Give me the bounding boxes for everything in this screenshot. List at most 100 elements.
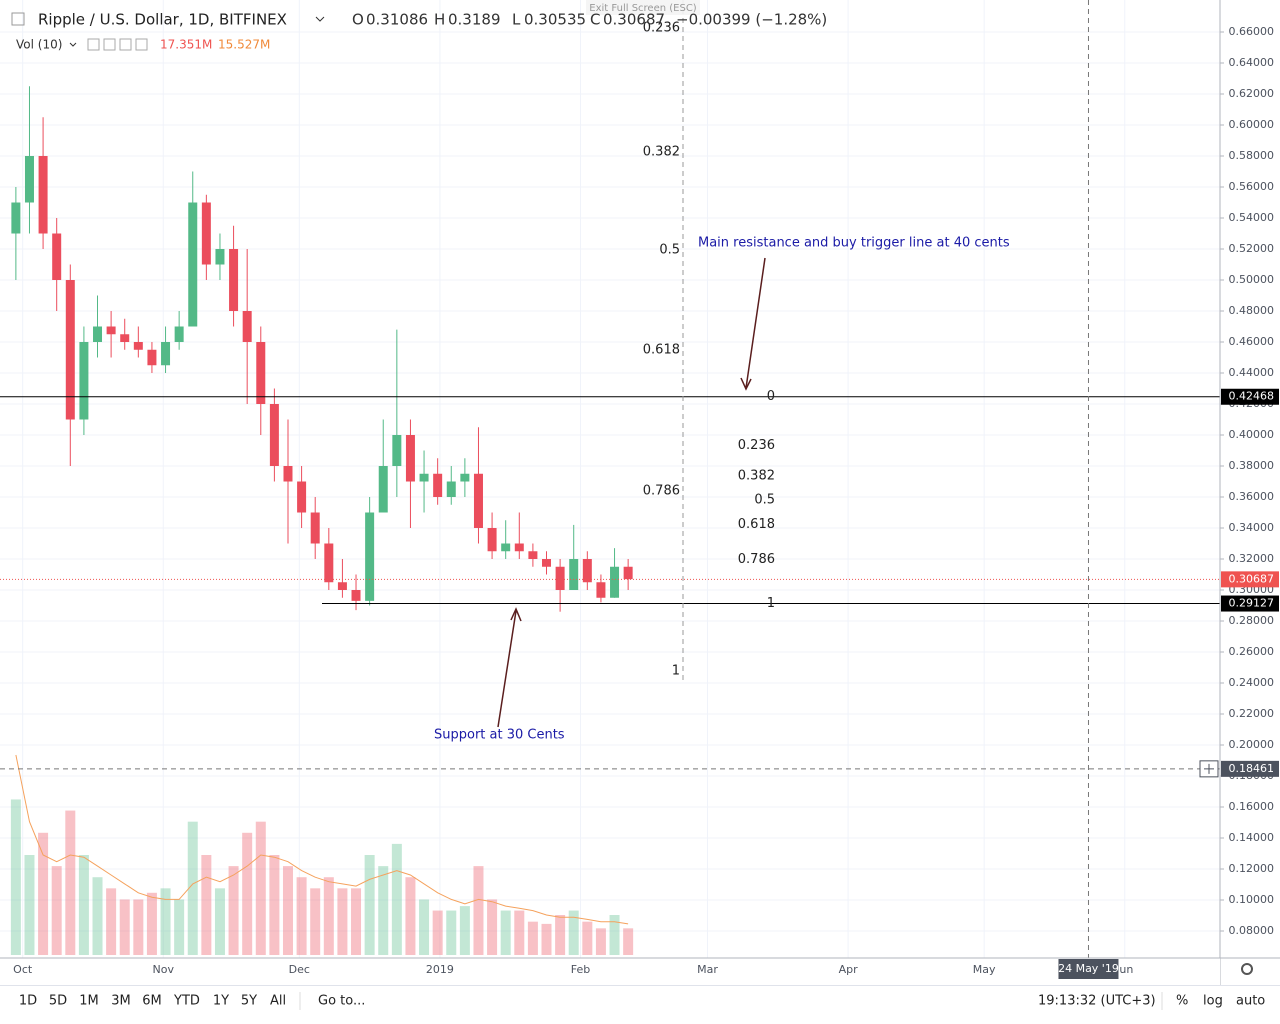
candle-body: [337, 582, 347, 591]
volume-bar: [473, 866, 484, 955]
volume-bar: [568, 910, 579, 955]
fib-label: 0.786: [643, 483, 680, 498]
price-tick-label: 0.50000: [1229, 273, 1275, 286]
time-tick-label: Mar: [697, 963, 718, 976]
candle-body: [487, 528, 497, 552]
price-tick-label: 0.38000: [1229, 459, 1275, 472]
candle-body: [392, 435, 402, 467]
time-tick-label: Oct: [13, 963, 33, 976]
change: −0.00399 (−1.28%): [676, 11, 827, 29]
range-button[interactable]: All: [270, 994, 286, 1009]
price-tick-label: 0.40000: [1229, 428, 1275, 441]
volume-bar: [106, 888, 117, 955]
volume-bar: [187, 821, 198, 955]
symbol[interactable]: Ripple / U.S. Dollar, 1D, BITFINEX: [38, 11, 287, 29]
price-tick-label: 0.16000: [1229, 800, 1275, 813]
candles: [11, 86, 633, 612]
icon[interactable]: [119, 38, 132, 51]
collapse-icon[interactable]: [11, 12, 25, 26]
dropdown-icon[interactable]: [69, 42, 77, 47]
settings-icon[interactable]: [1241, 963, 1253, 975]
dropdown-icon[interactable]: [315, 16, 325, 22]
add-icon[interactable]: [1204, 763, 1214, 774]
fullscreen-hint-box[interactable]: [586, 0, 700, 15]
log-button[interactable]: log: [1203, 994, 1223, 1009]
axis-badges: 0.42468 0.29127 0.30687 0.18461 24 May '19: [1058, 388, 1279, 979]
price-tick-label: 0.66000: [1229, 25, 1275, 38]
range-button[interactable]: 5D: [49, 994, 67, 1009]
range-button[interactable]: YTD: [173, 994, 200, 1009]
price-tick-label: 0.28000: [1229, 614, 1275, 627]
fib-label: 0.382: [738, 468, 775, 483]
ohlc-value: 0.30535: [524, 11, 586, 29]
range-buttons: 1D 5D 1M 3M 6M YTD 1Y 5Y All: [19, 994, 286, 1009]
percent-button[interactable]: %: [1176, 994, 1188, 1009]
price-tick-label: 0.24000: [1229, 676, 1275, 689]
price-badge: [1221, 595, 1279, 612]
date-badge-label: 24 May '19: [1058, 962, 1119, 975]
fib-label: 0.236: [643, 20, 680, 35]
candle-body: [378, 466, 388, 513]
candle-body: [460, 473, 470, 482]
time-tick-label: 2019: [426, 963, 454, 976]
icon[interactable]: [103, 38, 116, 51]
volume-bar: [119, 899, 130, 955]
volume-bar: [541, 923, 552, 955]
volume-bar: [133, 899, 144, 955]
volume-bar: [160, 888, 171, 955]
time-axis: [0, 958, 1220, 985]
candle-body: [106, 326, 116, 335]
price-tick-label: 0.64000: [1229, 56, 1275, 69]
candle-body: [473, 473, 483, 529]
goto-button[interactable]: Go to...: [318, 994, 365, 1009]
price-tick-label: 0.22000: [1229, 707, 1275, 720]
volume-bar: [351, 888, 362, 955]
candle-body: [79, 342, 89, 420]
fib-label: 0.5: [754, 493, 775, 508]
price-tick-label: 0.12000: [1229, 862, 1275, 875]
fullscreen-hint[interactable]: Exit Full Screen (ESC): [589, 3, 697, 14]
icon[interactable]: [135, 38, 148, 51]
candle-body: [297, 481, 307, 513]
volume-bar: [500, 910, 511, 955]
price-badge-label: 0.42468: [1229, 390, 1275, 403]
price-badge-label: 0.30687: [1229, 572, 1275, 585]
candle-body: [324, 543, 334, 583]
volume-pane: [10, 754, 634, 955]
range-button[interactable]: 6M: [142, 994, 162, 1009]
arrow: [497, 610, 517, 728]
volume-label[interactable]: Vol (10): [16, 38, 62, 52]
candle-body: [310, 512, 320, 544]
candle-body: [120, 334, 130, 343]
icon[interactable]: [87, 38, 100, 51]
ohlc-label: H: [434, 11, 445, 29]
candle-body: [542, 559, 552, 567]
time-tick-label: Feb: [571, 963, 590, 976]
price-tick-label: 0.46000: [1229, 335, 1275, 348]
volume-bar: [242, 832, 253, 955]
range-button[interactable]: 5Y: [241, 994, 257, 1009]
range-button[interactable]: 3M: [111, 994, 131, 1009]
range-button[interactable]: 1Y: [213, 994, 229, 1009]
candle-body: [419, 473, 429, 482]
price-tick-label: 0.26000: [1229, 645, 1275, 658]
range-button[interactable]: 1D: [19, 994, 37, 1009]
grid: [0, 0, 1220, 958]
annotation: Main resistance and buy trigger line at …: [698, 236, 1010, 251]
fib-label: 1: [672, 664, 680, 679]
auto-button[interactable]: auto: [1236, 994, 1265, 1009]
volume-bar: [391, 843, 402, 955]
volume-ma-value: 15.527M: [218, 38, 270, 52]
volume-bar: [446, 910, 457, 955]
range-button[interactable]: 1M: [79, 994, 99, 1009]
price-tick-label: 0.60000: [1229, 118, 1275, 131]
price-tick-label: 0.10000: [1229, 893, 1275, 906]
candle-body: [528, 551, 538, 560]
ohlc-label: C: [590, 11, 600, 29]
volume-ma-line: [15, 754, 629, 925]
candle-body: [569, 559, 579, 591]
price-badge-label: 0.18461: [1229, 762, 1275, 775]
fib-label: 0.5: [659, 242, 680, 257]
price-tick-label: 0.14000: [1229, 831, 1275, 844]
